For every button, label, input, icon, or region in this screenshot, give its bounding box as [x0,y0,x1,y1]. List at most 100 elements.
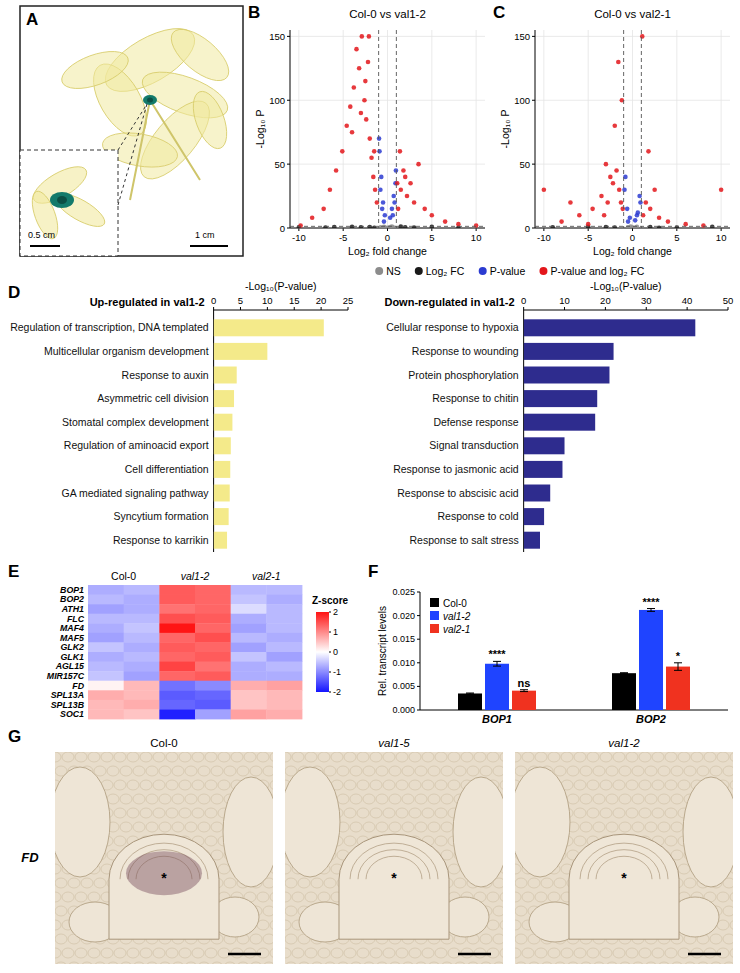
cell [75,892,87,902]
cell [658,962,670,964]
cell [331,948,343,958]
heatmap-cell [266,595,302,605]
point [372,149,377,154]
heatmap-cell [195,681,231,691]
category-labels: Regulation of transcription, DNA templat… [10,321,209,545]
tick-label: 0.005 [392,681,415,691]
heatmap-cell [231,585,267,595]
heatmap-cell [124,642,160,652]
heatmap-cell [266,681,302,691]
image-title: val1-2 [608,737,640,749]
point [321,207,326,212]
cell [153,808,165,818]
cell [567,766,579,776]
tick-label: 0 [385,232,390,243]
cell [515,892,521,902]
heatmap-cell [159,690,195,700]
cell [645,766,657,776]
cell [311,878,323,888]
cell [467,962,479,964]
cell [493,906,503,916]
cell [422,752,434,762]
cell [574,780,586,790]
tick-label: 50 [723,295,734,306]
point [604,162,609,167]
cell [435,808,447,818]
point [412,200,417,205]
heatmap-cell [88,642,124,652]
point [635,213,640,218]
point [359,111,364,116]
error-bar [620,672,628,674]
grid-line [476,30,477,228]
cell [311,962,323,964]
bar [214,319,324,336]
category-label: Response to abscisic acid [397,487,519,499]
cell [723,962,733,964]
heatmap-cell [88,604,124,614]
cell [179,752,191,762]
point [605,200,610,205]
legend-label: P-value [490,265,526,277]
cell [55,878,67,888]
cell [383,808,395,818]
legend-swatch [375,267,383,275]
cell [376,766,388,776]
cell [88,948,100,958]
gus-stain [57,196,67,204]
photo-frame [20,6,243,256]
cell [652,780,664,790]
plot-area [290,30,485,228]
image-title: val1-5 [378,737,410,749]
category-label: Protein phosphorylation [408,369,518,381]
cell [179,808,191,818]
heatmap-cell [159,595,195,605]
tick [646,307,647,310]
cell [305,892,317,902]
cell [415,766,427,776]
legend-swatch [430,624,439,633]
cell [363,962,375,964]
error-cap [620,673,628,674]
cell [350,794,362,804]
cell [717,752,729,762]
tick-label: -1 [333,667,341,677]
error-cap [647,611,655,612]
tick-label: 10 [716,232,727,243]
error-cap [466,693,474,694]
heatmap-cell [195,652,231,662]
axis-title: -Log₁₀(P-value) [590,280,662,292]
row-label: GLK1 [61,652,85,662]
cell [285,962,297,964]
bar [524,437,565,454]
cell [448,752,460,762]
cell [723,934,733,944]
cell [684,962,696,964]
point [640,34,645,39]
cell [179,780,191,790]
leaf-primordium [285,767,340,877]
cell [292,948,304,958]
tick-label: -10 [537,232,551,243]
cell [357,948,369,958]
heatmap-cell [195,604,231,614]
point [334,168,339,173]
grid-line [535,100,730,101]
cell [671,962,683,964]
error-cap [493,666,501,667]
legend-swatch [430,611,439,620]
cell [88,752,100,762]
tick [329,612,331,613]
cell [574,808,586,818]
leaf-primordium [55,767,110,877]
cutoff-line [535,226,730,227]
heatmap-cell [195,671,231,681]
tick [564,307,565,310]
cell [606,794,618,804]
error-line [678,663,679,671]
cell [435,780,447,790]
cell [704,752,716,762]
cell [127,948,139,958]
cell [493,934,503,944]
heatmap-cell [88,585,124,595]
